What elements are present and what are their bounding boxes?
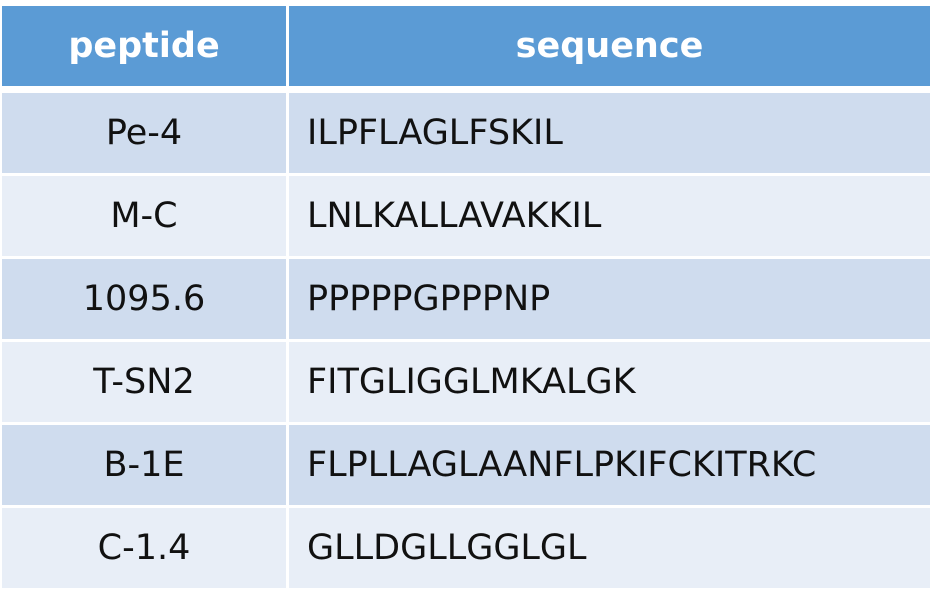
- peptide-name-cell: Pe-4: [2, 90, 286, 173]
- peptide-sequence-table: peptide sequence Pe-4 ILPFLAGLFSKIL M-C …: [2, 6, 930, 588]
- header-row: peptide sequence: [2, 6, 930, 90]
- table-row: M-C LNLKALLAVAKKIL: [2, 173, 930, 256]
- table-row: T-SN2 FITGLIGGLMKALGK: [2, 339, 930, 422]
- peptide-name-cell: M-C: [2, 173, 286, 256]
- sequence-cell: FITGLIGGLMKALGK: [286, 339, 930, 422]
- column-header-sequence: sequence: [286, 6, 930, 90]
- sequence-cell: LNLKALLAVAKKIL: [286, 173, 930, 256]
- sequence-cell: ILPFLAGLFSKIL: [286, 90, 930, 173]
- table-row: Pe-4 ILPFLAGLFSKIL: [2, 90, 930, 173]
- table-row: B-1E FLPLLAGLAANFLPKIFCKITRKC: [2, 422, 930, 505]
- peptide-name-cell: C-1.4: [2, 505, 286, 588]
- peptide-name-cell: B-1E: [2, 422, 286, 505]
- column-header-peptide: peptide: [2, 6, 286, 90]
- sequence-cell: FLPLLAGLAANFLPKIFCKITRKC: [286, 422, 930, 505]
- table-row: C-1.4 GLLDGLLGGLGL: [2, 505, 930, 588]
- sequence-cell: PPPPPGPPPNP: [286, 256, 930, 339]
- peptide-name-cell: T-SN2: [2, 339, 286, 422]
- peptide-name-cell: 1095.6: [2, 256, 286, 339]
- sequence-cell: GLLDGLLGGLGL: [286, 505, 930, 588]
- table-row: 1095.6 PPPPPGPPPNP: [2, 256, 930, 339]
